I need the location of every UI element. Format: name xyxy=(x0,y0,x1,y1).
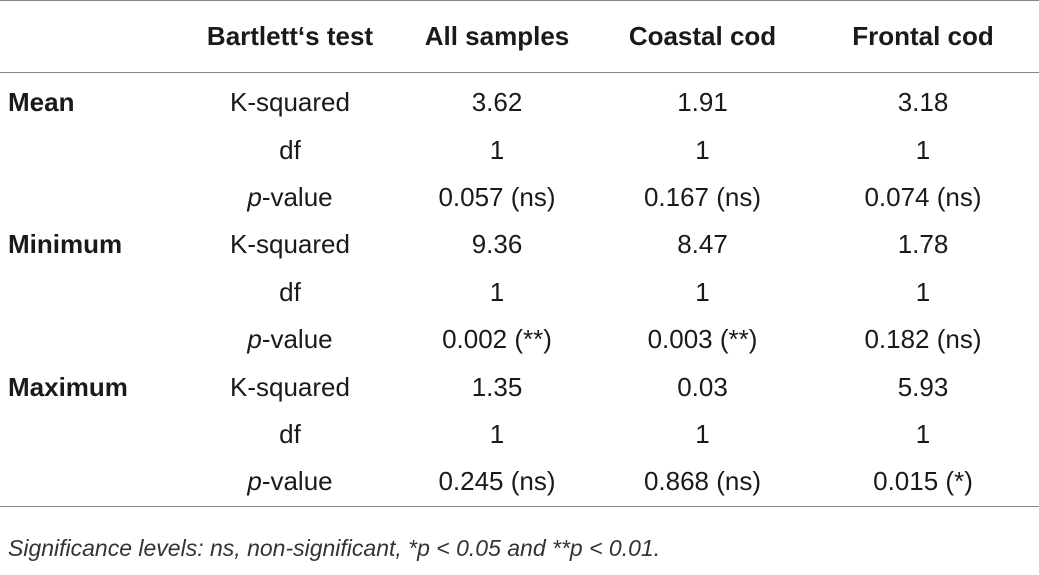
stat-text: df xyxy=(279,134,301,165)
cell-all-samples: 0.002 (**) xyxy=(442,324,552,355)
cell-coastal-cod: 1 xyxy=(695,276,710,307)
cell-all-samples: 1.35 xyxy=(471,371,523,402)
group-label xyxy=(0,269,184,316)
table-row: Minimum K-squared 9.36 8.47 1.78 xyxy=(0,221,1039,268)
cell-coastal-cod: 0.03 xyxy=(677,371,728,402)
table-row: Mean K-squared 3.62 1.91 3.18 xyxy=(0,73,1039,127)
group-label xyxy=(0,411,184,458)
stat-text: -value xyxy=(261,181,333,212)
stat-label: K-squared xyxy=(184,221,396,268)
stat-label: K-squared xyxy=(184,363,396,410)
group-label xyxy=(0,174,184,221)
stat-text: K-squared xyxy=(230,229,350,260)
stat-label: p-value xyxy=(184,174,396,221)
cell-coastal-cod: 0.167 (ns) xyxy=(643,181,762,212)
header-coastal-cod: Coastal cod xyxy=(628,21,777,51)
header-bartletts-test: Bartlett‘s test xyxy=(206,21,374,51)
table-row: df 1 1 1 xyxy=(0,126,1039,173)
header-frontal-cod: Frontal cod xyxy=(852,21,994,51)
table-row: df 1 1 1 xyxy=(0,269,1039,316)
header-row: Bartlett‘s test All samples Coastal cod … xyxy=(0,0,1039,73)
cell-coastal-cod: 0.868 (ns) xyxy=(598,458,807,507)
group-label: Maximum xyxy=(8,371,128,402)
stat-text: df xyxy=(279,276,301,307)
cell-coastal-cod: 1 xyxy=(695,418,710,449)
header-empty xyxy=(0,1,184,73)
header-all-samples: All samples xyxy=(424,21,570,51)
cell-all-samples: 1 xyxy=(489,418,505,449)
cell-coastal-cod: 0.003 (**) xyxy=(647,324,758,355)
table-row: p-value 0.002 (**) 0.003 (**) 0.182 (ns) xyxy=(0,316,1039,363)
cell-all-samples: 0.245 (ns) xyxy=(396,458,598,507)
stat-label: p-value xyxy=(184,316,396,363)
group-label xyxy=(0,126,184,173)
stat-text: -value xyxy=(261,466,333,497)
cell-all-samples: 3.62 xyxy=(471,87,523,118)
cell-coastal-cod: 1.91 xyxy=(677,87,728,118)
cell-coastal-cod: 8.47 xyxy=(677,229,728,260)
group-label xyxy=(0,458,184,507)
table-row: Maximum K-squared 1.35 0.03 5.93 xyxy=(0,363,1039,410)
table-row: df 1 1 1 xyxy=(0,411,1039,458)
group-label xyxy=(0,316,184,363)
cell-frontal-cod: 0.182 (ns) xyxy=(864,324,982,355)
bartlett-table-container: Bartlett‘s test All samples Coastal cod … xyxy=(0,0,1039,507)
stat-italic: p xyxy=(247,181,262,212)
cell-frontal-cod: 1 xyxy=(915,276,931,307)
group-label: Mean xyxy=(8,87,75,118)
cell-all-samples: 9.36 xyxy=(471,229,523,260)
stat-text: df xyxy=(279,418,301,449)
stat-label: df xyxy=(184,126,396,173)
cell-frontal-cod: 5.93 xyxy=(897,371,949,402)
cell-frontal-cod: 1 xyxy=(915,418,931,449)
stat-text: K-squared xyxy=(230,371,350,402)
table-footnote: Significance levels: ns, non-significant… xyxy=(8,535,661,561)
cell-frontal-cod: 3.18 xyxy=(897,87,949,118)
cell-all-samples: 1 xyxy=(489,134,505,165)
cell-frontal-cod: 0.074 (ns) xyxy=(864,181,982,212)
stat-label: K-squared xyxy=(184,73,396,127)
table-row: p-value 0.245 (ns) 0.868 (ns) 0.015 (*) xyxy=(0,458,1039,507)
cell-coastal-cod: 1 xyxy=(695,134,710,165)
cell-frontal-cod: 1.78 xyxy=(897,229,949,260)
stat-text: -value xyxy=(261,324,333,355)
cell-frontal-cod: 1 xyxy=(915,134,931,165)
stat-italic: p xyxy=(247,466,262,497)
stat-label: df xyxy=(184,269,396,316)
stat-italic: p xyxy=(247,324,262,355)
stat-label: df xyxy=(184,411,396,458)
stat-label: p-value xyxy=(184,458,396,507)
bartlett-test-table: Bartlett‘s test All samples Coastal cod … xyxy=(0,0,1039,507)
group-label: Minimum xyxy=(8,229,123,260)
cell-all-samples: 1 xyxy=(489,276,505,307)
cell-all-samples: 0.057 (ns) xyxy=(438,181,556,212)
cell-frontal-cod: 0.015 (*) xyxy=(807,458,1039,507)
table-row: p-value 0.057 (ns) 0.167 (ns) 0.074 (ns) xyxy=(0,174,1039,221)
stat-text: K-squared xyxy=(230,87,350,118)
